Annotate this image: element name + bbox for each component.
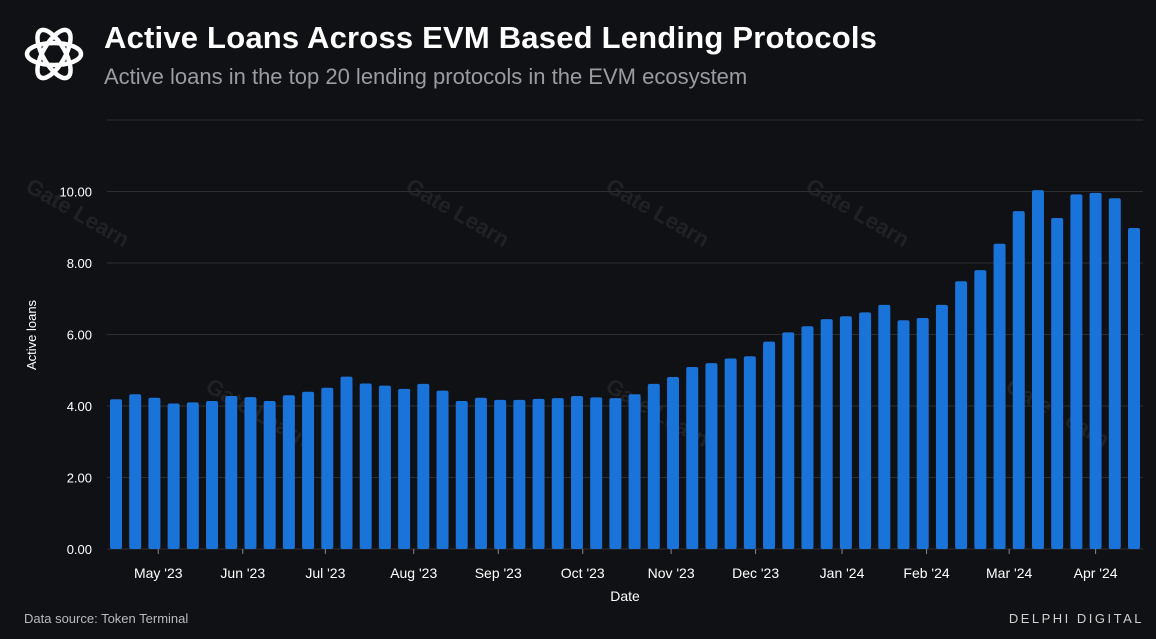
- bar: [974, 270, 987, 549]
- bar: [282, 395, 295, 549]
- bar: [647, 383, 660, 549]
- x-tick-label: Apr '24: [1074, 565, 1118, 581]
- x-axis-label: Date: [610, 588, 640, 604]
- bar: [378, 385, 391, 549]
- bar: [1012, 211, 1025, 549]
- bar: [551, 398, 564, 549]
- bar: [609, 398, 622, 549]
- y-tick-label: 4.00: [67, 399, 92, 414]
- bar: [897, 320, 910, 549]
- data-source: Data source: Token Terminal: [24, 611, 189, 626]
- bar: [148, 397, 161, 549]
- chart-title: Active Loans Across EVM Based Lending Pr…: [104, 20, 878, 55]
- bar: [993, 243, 1006, 549]
- y-axis-label: Active loans: [24, 299, 39, 370]
- x-tick-label: Mar '24: [986, 565, 1032, 581]
- x-tick-label: Dec '23: [732, 565, 779, 581]
- x-tick-label: May '23: [134, 565, 183, 581]
- x-tick-label: Oct '23: [561, 565, 605, 581]
- y-tick-label: 0.00: [67, 542, 92, 557]
- bar: [206, 400, 219, 549]
- bar: [667, 377, 680, 549]
- bar: [513, 399, 526, 549]
- x-tick-label: Feb '24: [903, 565, 949, 581]
- x-tick-label: Sep '23: [475, 565, 522, 581]
- bar: [455, 400, 468, 549]
- x-tick-label: Jul '23: [305, 565, 345, 581]
- bar: [801, 326, 814, 549]
- x-tick-label: Aug '23: [390, 565, 437, 581]
- bar: [340, 376, 353, 549]
- bar: [935, 304, 948, 549]
- bar: [743, 356, 756, 549]
- bar: [417, 383, 430, 549]
- bar: [763, 341, 776, 549]
- bar: [1031, 190, 1044, 549]
- bar: [186, 402, 199, 549]
- bar: [110, 399, 122, 549]
- bar: [955, 281, 968, 549]
- bar: [1108, 198, 1121, 550]
- bar: [225, 395, 238, 549]
- bar: [263, 400, 276, 549]
- x-tick-label: Jun '23: [220, 565, 265, 581]
- x-tick-label: Nov '23: [648, 565, 695, 581]
- bar: [532, 398, 545, 549]
- bar: [321, 387, 334, 549]
- bar: [1070, 194, 1083, 550]
- bar: [839, 316, 852, 549]
- bar: [878, 304, 891, 549]
- y-tick-label: 6.00: [67, 328, 92, 343]
- bar: [474, 397, 487, 549]
- bar: [436, 390, 449, 549]
- bar: [1051, 217, 1064, 549]
- y-tick-label: 8.00: [67, 256, 92, 271]
- bar: [570, 395, 583, 549]
- delphi-logo-icon: [24, 27, 84, 81]
- bar: [129, 394, 142, 549]
- bar: [628, 394, 641, 549]
- bar: [302, 391, 315, 549]
- y-tick-label: 10.00: [59, 185, 92, 200]
- bar: [359, 383, 372, 549]
- bar: [820, 319, 833, 549]
- bar: [782, 332, 795, 549]
- bar: [590, 397, 603, 549]
- bar: [686, 367, 699, 549]
- chart-subtitle: Active loans in the top 20 lending proto…: [104, 64, 748, 89]
- bar: [398, 388, 411, 549]
- bar: [724, 358, 737, 549]
- y-tick-label: 2.00: [67, 471, 92, 486]
- bar: [705, 363, 718, 549]
- bar: [494, 399, 507, 549]
- x-tick-label: Jan '24: [820, 565, 865, 581]
- bar: [244, 397, 257, 549]
- bar: [916, 318, 929, 549]
- bar: [167, 403, 180, 549]
- bar: [859, 312, 872, 549]
- brand-label: DELPHI DIGITAL: [1008, 611, 1144, 626]
- bar: [1089, 192, 1102, 549]
- bar: [1128, 227, 1140, 549]
